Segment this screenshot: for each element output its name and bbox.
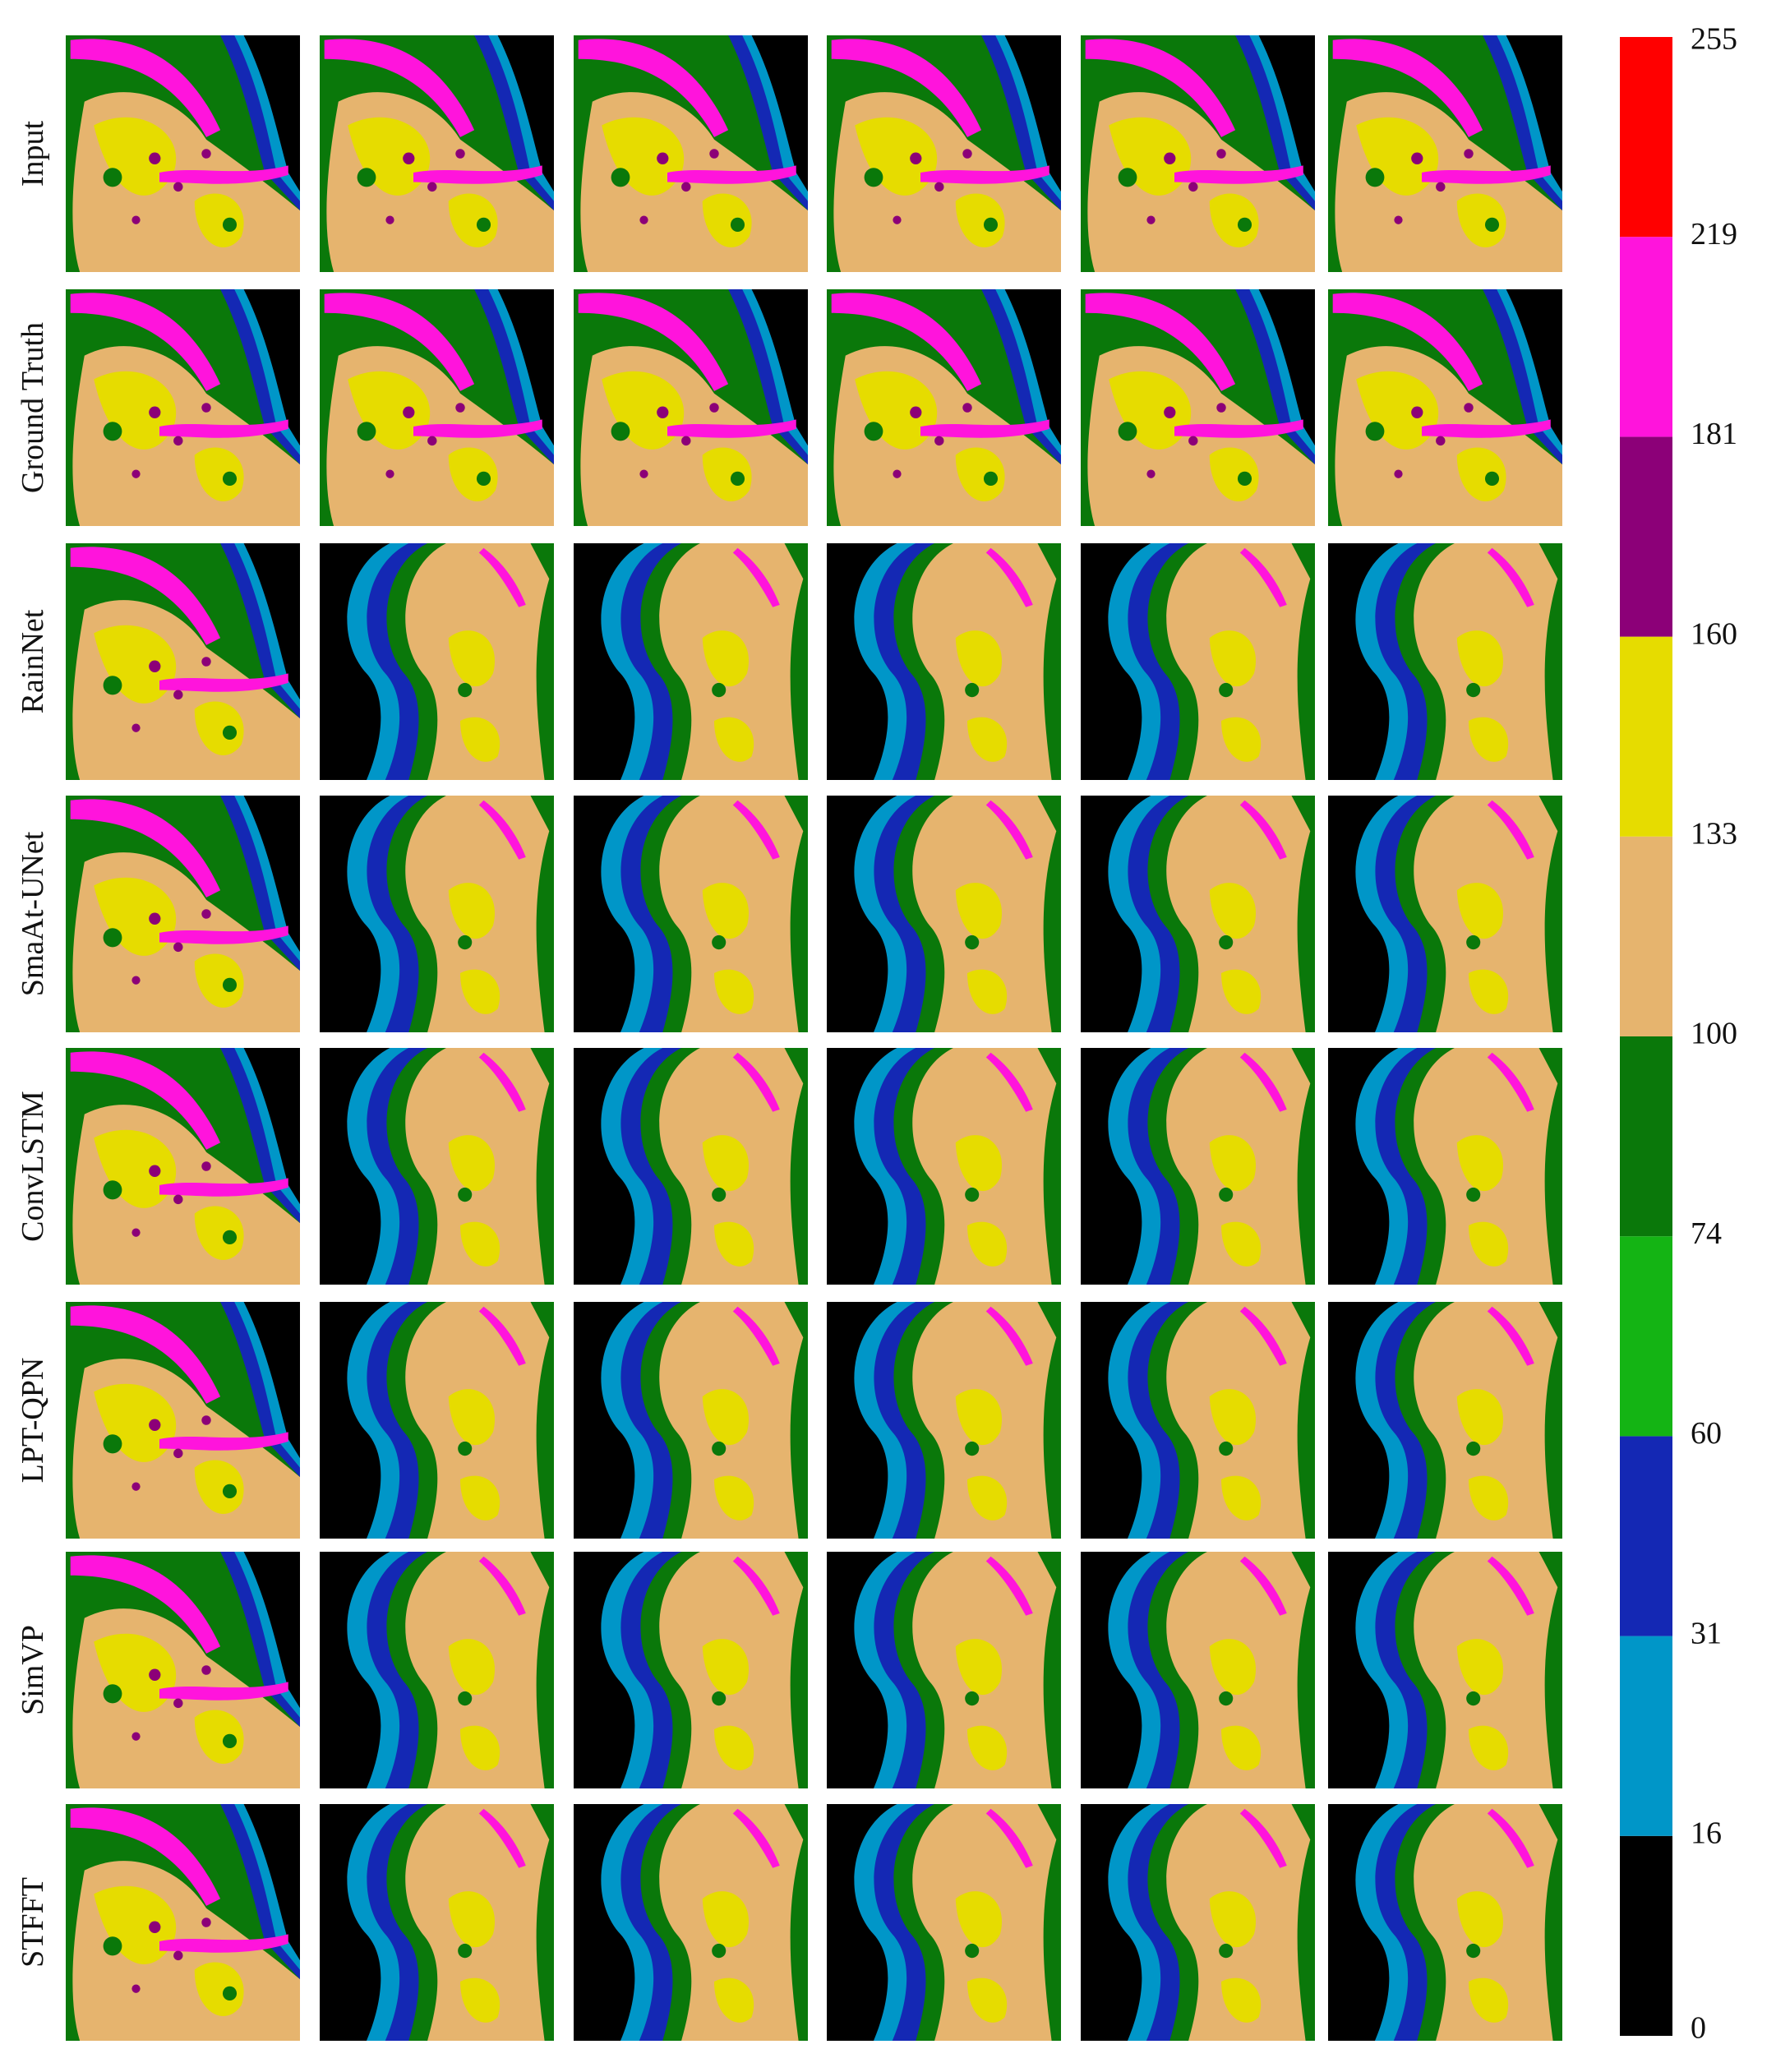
map-panel (320, 796, 554, 1032)
colorbar-segment (1620, 1036, 1672, 1237)
map-panel (1081, 796, 1315, 1032)
map-panel (66, 796, 300, 1032)
colorbar-label: 0 (1691, 2011, 1706, 2046)
colorbar-label: 219 (1691, 217, 1737, 252)
map-panel (1328, 543, 1562, 780)
map-panel (320, 1552, 554, 1788)
map-panel (574, 796, 808, 1032)
map-panel (827, 1552, 1061, 1788)
row-label: STFFT (16, 1877, 50, 1968)
map-panel (1328, 1552, 1562, 1788)
map-panel (1081, 1804, 1315, 2041)
row-label: RainNet (16, 609, 50, 713)
colorbar-segment (1620, 836, 1672, 1036)
map-panel (1081, 543, 1315, 780)
map-panel (574, 1552, 808, 1788)
colorbar-label: 133 (1691, 817, 1737, 851)
colorbar-segment (1620, 436, 1672, 637)
row-label: Input (16, 120, 50, 187)
map-panel (827, 35, 1061, 272)
colorbar-label: 255 (1691, 22, 1737, 57)
map-panel (1081, 1302, 1315, 1539)
colorbar-segment (1620, 37, 1672, 238)
map-panel (574, 1302, 808, 1539)
map-panel (66, 1552, 300, 1788)
colorbar-segment (1620, 237, 1672, 437)
map-panel (66, 1804, 300, 2041)
row-label: ConvLSTM (16, 1091, 50, 1242)
map-panel (827, 543, 1061, 780)
map-panel (1328, 1302, 1562, 1539)
map-panel (66, 289, 300, 526)
map-panel (827, 1048, 1061, 1285)
colorbar-segment (1620, 1636, 1672, 1836)
colorbar-segment (1620, 1835, 1672, 2036)
colorbar-label: 181 (1691, 417, 1737, 451)
colorbar-label: 16 (1691, 1816, 1722, 1851)
map-panel (827, 1302, 1061, 1539)
map-panel (1328, 1804, 1562, 2041)
map-panel (320, 1804, 554, 2041)
map-panel (574, 1048, 808, 1285)
row-label: LPT-QPN (16, 1358, 50, 1484)
map-panel (1328, 289, 1562, 526)
colorbar-label: 31 (1691, 1616, 1722, 1650)
colorbar-segment (1620, 636, 1672, 837)
map-panel (320, 543, 554, 780)
colorbar-label: 60 (1691, 1416, 1722, 1451)
map-panel (574, 35, 808, 272)
row-label: SmaAt-UNet (16, 831, 50, 996)
map-panel (66, 1048, 300, 1285)
map-panel (827, 796, 1061, 1032)
map-panel (574, 289, 808, 526)
colorbar-label: 100 (1691, 1017, 1737, 1051)
map-panel (320, 1302, 554, 1539)
colorbar-segment (1620, 1436, 1672, 1636)
map-panel (320, 1048, 554, 1285)
map-panel (66, 543, 300, 780)
map-panel (1328, 796, 1562, 1032)
colorbar-segment (1620, 1236, 1672, 1437)
row-label: Ground Truth (16, 322, 50, 493)
map-panel (1328, 1048, 1562, 1285)
row-label: SimVP (16, 1625, 50, 1715)
map-panel (1081, 289, 1315, 526)
map-panel (66, 1302, 300, 1539)
colorbar-label: 74 (1691, 1216, 1722, 1251)
map-panel (574, 543, 808, 780)
map-panel (1081, 1048, 1315, 1285)
map-panel (1081, 35, 1315, 272)
map-panel (827, 1804, 1061, 2041)
map-panel (574, 1804, 808, 2041)
map-panel (320, 289, 554, 526)
map-panel (66, 35, 300, 272)
colorbar-label: 160 (1691, 616, 1737, 651)
map-panel (320, 35, 554, 272)
map-panel (827, 289, 1061, 526)
map-panel (1081, 1552, 1315, 1788)
map-panel (1328, 35, 1562, 272)
